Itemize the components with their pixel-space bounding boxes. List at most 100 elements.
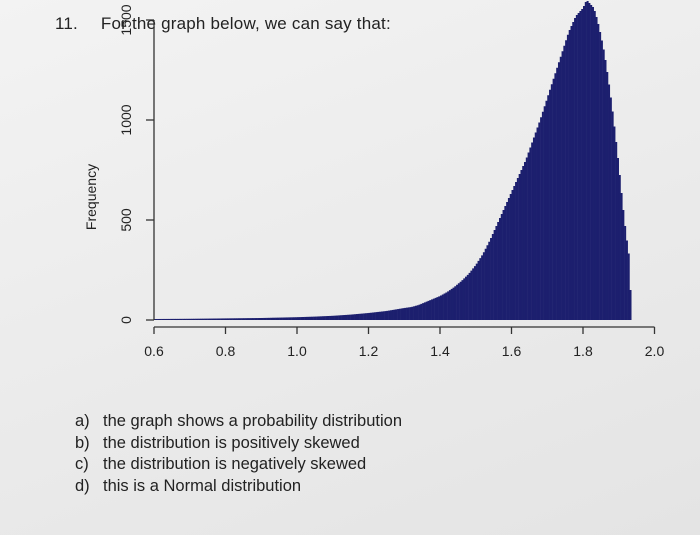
y-tick-label: 1500 (118, 4, 134, 35)
option-a[interactable]: a) the graph shows a probability distribu… (75, 411, 402, 433)
histogram-bar (309, 316, 312, 320)
histogram-bar (500, 214, 503, 320)
histogram-bar (431, 299, 434, 320)
histogram-bar (255, 318, 258, 320)
histogram-bar (448, 290, 451, 320)
histogram-bar (488, 241, 491, 320)
histogram-bar (316, 316, 319, 320)
histogram-bar (304, 316, 307, 320)
option-d[interactable]: d) this is a Normal distribution (75, 476, 402, 498)
histogram-bar (481, 255, 484, 320)
histogram-bar (354, 314, 357, 320)
histogram-bar (270, 317, 273, 320)
histogram-bar (515, 182, 518, 320)
histogram-bar (427, 300, 430, 320)
histogram-bar (345, 314, 348, 320)
histogram-bar (368, 312, 371, 320)
histogram-bar (613, 126, 616, 320)
histogram-bar (568, 30, 571, 320)
histogram-bar (625, 240, 628, 320)
histogram-bar (574, 18, 577, 320)
histogram-bar (264, 317, 267, 320)
histogram-bar (230, 318, 233, 320)
x-tick-label: 1.4 (430, 343, 450, 359)
histogram-bar (248, 318, 251, 320)
histogram-bar (459, 281, 462, 320)
histogram-bar (579, 11, 582, 320)
histogram-bar (602, 49, 605, 320)
histogram-bar (443, 293, 446, 320)
histogram-bar (373, 312, 376, 320)
option-letter: b) (75, 433, 90, 452)
histogram-bar (470, 270, 473, 320)
histogram-bar (297, 317, 300, 320)
histogram-bar (252, 318, 255, 320)
histogram-bar (524, 162, 527, 320)
histogram-bar (416, 305, 419, 320)
histogram-bar (422, 303, 425, 320)
histogram-bar (493, 230, 496, 320)
histogram-bar (502, 210, 505, 320)
histogram-bar (386, 310, 389, 320)
histogram-bar (275, 317, 278, 320)
histogram-bar (559, 56, 562, 320)
histogram-bar (352, 314, 355, 320)
histogram-bar (423, 302, 426, 320)
histogram-bar (343, 315, 346, 320)
histogram-bar (166, 318, 169, 320)
histogram-bar (531, 142, 534, 320)
y-tick-label: 0 (118, 316, 134, 324)
histogram-bar (595, 17, 598, 320)
histogram-bar (209, 318, 212, 320)
histogram-bar (552, 78, 555, 320)
histogram-bar (622, 210, 625, 320)
histogram-bar (520, 170, 523, 320)
histogram-bar (434, 297, 437, 320)
histogram-bar (609, 97, 612, 320)
histogram-bar (202, 318, 205, 320)
answer-options: a) the graph shows a probability distribu… (75, 411, 402, 497)
histogram-bar (234, 318, 237, 320)
histogram-bar (377, 311, 380, 320)
histogram-bar (355, 314, 359, 320)
histogram-bar (329, 315, 332, 320)
histogram-bar (361, 313, 364, 320)
histogram-bar (293, 317, 296, 320)
histogram-bar (359, 313, 362, 320)
histogram-bar (221, 318, 224, 320)
x-axis: 0.6 0.8 1.0 1.2 1.4 1.6 1.8 2.0 (144, 326, 664, 359)
histogram-bar (457, 283, 460, 320)
histogram-bar (600, 40, 603, 320)
histogram-bar (475, 263, 478, 320)
histogram-bar (227, 318, 230, 320)
histogram-bar (543, 106, 546, 320)
histogram-bar (445, 292, 448, 320)
option-letter: c) (75, 455, 89, 473)
question-number: 11. (55, 14, 78, 33)
histogram-bar (604, 60, 607, 320)
histogram-bar (438, 296, 441, 320)
histogram-bar (332, 315, 335, 320)
histogram-bar (477, 260, 480, 320)
histogram-bar (393, 309, 396, 320)
option-b[interactable]: b) the distribution is positively skewed (75, 433, 402, 455)
histogram-bar (549, 89, 552, 320)
histogram-bar (456, 284, 459, 320)
histogram-bar (420, 303, 423, 320)
histogram-bar (597, 24, 600, 320)
y-axis: 0 500 1000 1500 (118, 4, 155, 324)
histogram-bar (509, 194, 512, 320)
histogram-bar (261, 317, 264, 320)
histogram-bar (282, 317, 285, 320)
histogram-bar (370, 312, 373, 320)
histogram-bar (180, 318, 183, 320)
histogram-bar (545, 100, 548, 320)
histogram-bar (298, 317, 301, 320)
option-text: this is a Normal distribution (103, 476, 302, 495)
option-text: the distribution is positively skewed (103, 433, 360, 452)
histogram-bar (618, 175, 621, 320)
histogram-bar (570, 26, 573, 320)
histogram-bar (414, 305, 418, 320)
option-c[interactable]: c) the distribution is negatively skewed (75, 454, 402, 476)
histogram-bar (577, 13, 580, 320)
